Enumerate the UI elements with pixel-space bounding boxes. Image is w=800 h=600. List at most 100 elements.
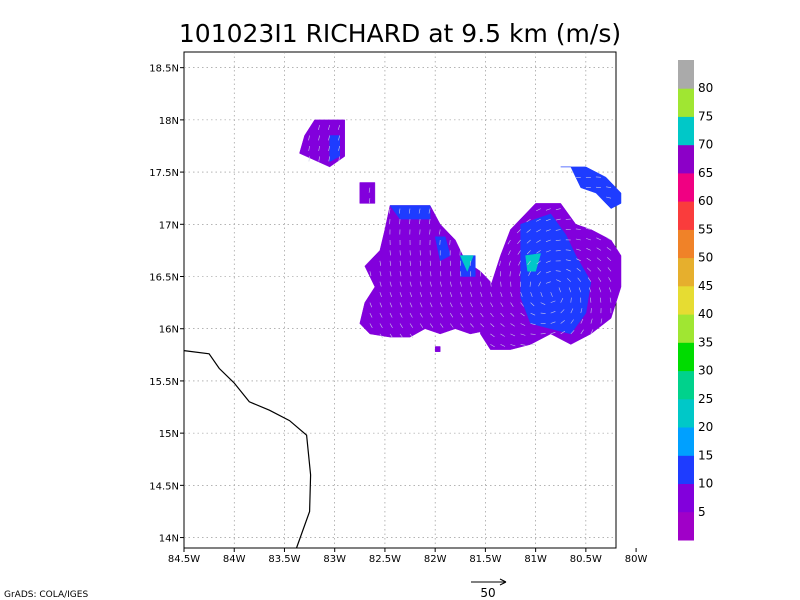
colorbar-swatch: [678, 427, 694, 456]
wind-vector: [389, 333, 394, 339]
wind-vector: [596, 237, 602, 241]
wind-vector: [328, 125, 330, 130]
colorbar-label: 50: [698, 251, 713, 265]
wind-vector: [550, 321, 556, 324]
wind-vector: [510, 323, 515, 327]
wind-vector: [587, 277, 592, 282]
colorbar-swatch: [678, 60, 694, 89]
wind-vector: [606, 237, 612, 241]
wind-vector: [409, 312, 413, 318]
wind-vector: [570, 308, 574, 314]
wind-vector: [500, 323, 505, 327]
colorbar-label: 10: [698, 477, 713, 491]
wind-vector: [399, 323, 403, 328]
wind-vector: [586, 248, 592, 251]
colorbar-label: 25: [698, 392, 713, 406]
wind-vector: [490, 344, 495, 348]
wind-vector: [399, 260, 402, 266]
colorbar-label: 5: [698, 505, 706, 519]
wind-vector: [439, 229, 441, 235]
wind-vector: [480, 302, 483, 308]
wind-vector: [318, 135, 320, 141]
wind-vector: [530, 292, 533, 298]
wind-vector: [570, 319, 574, 324]
wind-vector: [596, 247, 602, 251]
wind-vector: [470, 292, 473, 298]
wind-vector: [490, 333, 495, 338]
wind-vector: [520, 333, 526, 336]
colorbar-label: 40: [698, 307, 713, 321]
wind-vector: [409, 302, 413, 308]
wind-vector: [545, 281, 551, 284]
wind-vector: [369, 312, 373, 318]
wind-vector: [429, 281, 432, 287]
wind-vector: [526, 218, 531, 223]
wind-vector: [318, 125, 320, 130]
wind-vector: [510, 333, 516, 337]
wind-vector: [409, 219, 411, 225]
wind-vector: [500, 333, 505, 337]
wind-vector: [470, 302, 473, 308]
colorbar-swatch: [678, 88, 694, 117]
map-area: 84.5W 84W 83.5W 83W 82.5W 82W 81.5W 81W 80.5W 80W…: [149, 51, 648, 565]
wind-vector: [439, 292, 443, 298]
wind-vector: [607, 267, 612, 272]
y-tick-label: 15.5N: [149, 377, 179, 388]
wind-vector: [606, 247, 612, 251]
wind-vector: [490, 323, 495, 328]
wind-vector: [538, 281, 541, 287]
wind-vector: [399, 271, 402, 277]
wind-vector: [470, 281, 472, 287]
colorbar-swatch: [678, 370, 694, 400]
colorbar-label: 60: [698, 194, 713, 208]
y-tick-label: 17.5N: [149, 168, 179, 179]
wind-vector: [318, 156, 320, 162]
wind-vector-field: [308, 125, 612, 348]
x-tick-label: 84W: [223, 554, 246, 565]
wind-vector: [536, 271, 541, 276]
colorbar-swatch: [678, 342, 694, 372]
wind-vector: [399, 333, 404, 339]
colorbar-label: 55: [698, 222, 713, 236]
wind-speed-region: [434, 346, 441, 352]
wind-vector: [439, 312, 443, 318]
colorbar-swatch: [678, 398, 694, 428]
wind-vector: [480, 312, 484, 318]
wind-vector: [338, 156, 340, 162]
wind-vector: [389, 302, 393, 308]
colorbar-swatch: [678, 314, 694, 343]
wind-vector: [510, 344, 516, 347]
colorbar-label: 15: [698, 448, 713, 462]
wind-vector: [517, 250, 521, 255]
wind-vector: [576, 258, 581, 262]
colorbar: 5 10 15 20 25 30 35 40 45 50 55 60 65 70 75 80: [678, 60, 713, 541]
wind-vector: [578, 287, 582, 293]
wind-vector: [575, 238, 581, 241]
wind-vector: [409, 333, 414, 339]
wind-vector: [510, 281, 512, 287]
wind-vector: [399, 292, 402, 298]
wind-vector: [338, 135, 340, 141]
wind-vector: [530, 312, 536, 316]
credit-label: GrADS: COLA/IGES: [4, 590, 88, 600]
wind-vector: [507, 239, 511, 245]
wind-speed-region: [520, 213, 592, 335]
wind-vector: [449, 312, 454, 318]
wind-vector: [608, 277, 612, 282]
x-tick-label: 83.5W: [268, 554, 300, 565]
x-tick-label: 80.5W: [570, 554, 602, 565]
wind-vector: [519, 271, 521, 277]
wind-vector: [379, 281, 382, 287]
wind-vector: [510, 312, 515, 317]
wind-vector: [555, 229, 561, 231]
wind-vector: [545, 250, 551, 253]
y-tick-label: 14.5N: [149, 481, 179, 492]
wind-vector: [500, 292, 503, 298]
wind-vector: [550, 300, 556, 303]
wind-vector: [368, 187, 371, 193]
wind-speed-region: [359, 182, 376, 204]
wind-vector: [560, 330, 566, 335]
colorbar-swatch: [678, 285, 694, 315]
x-tick-label: 83W: [323, 554, 346, 565]
